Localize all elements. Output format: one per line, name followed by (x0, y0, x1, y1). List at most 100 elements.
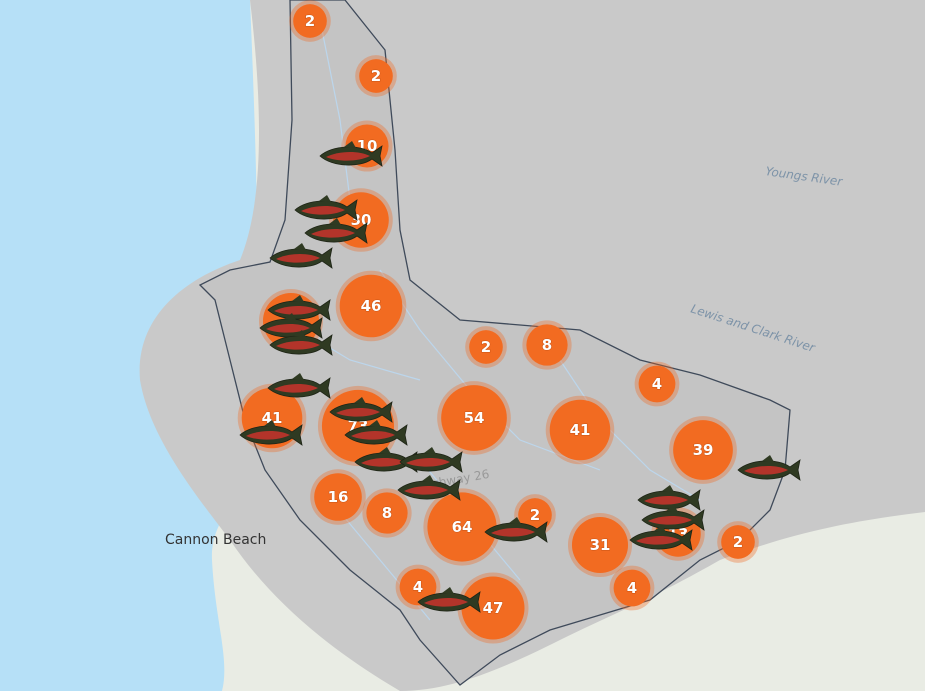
fish-side (276, 340, 320, 350)
cluster[interactable] (359, 59, 393, 93)
cluster-count: 2 (530, 506, 540, 524)
cluster-count: 2 (733, 533, 743, 551)
fish-side (636, 535, 680, 545)
cluster[interactable] (366, 492, 408, 534)
fish-fin (424, 447, 436, 454)
fish-icon (397, 475, 461, 501)
fish-side (424, 597, 468, 607)
cluster-count: 54 (464, 409, 485, 427)
fish-icon (259, 313, 323, 339)
fish-icon (267, 373, 331, 399)
fish-fin (662, 485, 674, 492)
fish-fin (422, 475, 434, 482)
fish-side (266, 323, 310, 333)
cluster-count: 4 (413, 578, 423, 596)
fish-icon (354, 447, 418, 473)
fish-fin (292, 373, 304, 380)
fish-icon (641, 505, 705, 531)
cluster-count: 41 (262, 409, 283, 427)
fish-fin (369, 420, 381, 427)
fish-icon (269, 243, 333, 269)
fish-fin (379, 447, 391, 454)
fish-fin (294, 243, 306, 250)
fish-icon (344, 420, 408, 446)
fish-side (336, 407, 380, 417)
fish-icon (629, 525, 693, 551)
cluster-count: 64 (452, 518, 473, 536)
fish-icon (239, 420, 303, 446)
cluster[interactable] (673, 420, 733, 480)
fish-icon (329, 397, 393, 423)
cluster-count: 16 (328, 488, 349, 506)
cluster[interactable] (518, 498, 552, 532)
fish-fin (284, 313, 296, 320)
cluster-count: 39 (693, 441, 714, 459)
fish-side (276, 253, 320, 263)
cluster[interactable] (549, 399, 611, 461)
cluster[interactable] (571, 516, 629, 574)
fish-fin (344, 141, 356, 148)
cluster[interactable] (526, 324, 568, 366)
cluster-count: 2 (305, 12, 315, 30)
fish-side (351, 430, 395, 440)
cluster-count: 4 (652, 375, 662, 393)
fish-side (404, 485, 448, 495)
fish-side (274, 383, 318, 393)
cluster[interactable] (293, 4, 327, 38)
fish-side (406, 457, 450, 467)
fish-side (311, 228, 355, 238)
cluster-count: 46 (361, 297, 382, 315)
fish-icon (269, 330, 333, 356)
cluster[interactable] (339, 274, 403, 338)
fish-side (491, 527, 535, 537)
fish-layer (239, 141, 801, 613)
fish-icon (737, 455, 801, 481)
fish-fin (292, 295, 304, 302)
fish-fin (442, 587, 454, 594)
cluster[interactable] (314, 473, 362, 521)
fish-icon (304, 218, 368, 244)
fish-icon (484, 517, 548, 543)
fish-fin (319, 195, 331, 202)
fish-side (326, 151, 370, 161)
place-label: Cannon Beach (165, 532, 266, 548)
fish-icon (417, 587, 481, 613)
cluster[interactable] (721, 525, 755, 559)
cluster-count: 2 (371, 67, 381, 85)
cluster-count: 4 (627, 579, 637, 597)
fish-fin (329, 218, 341, 225)
fish-fin (294, 330, 306, 337)
fish-side (648, 515, 692, 525)
fish-icon (319, 141, 383, 167)
cluster[interactable] (469, 330, 503, 364)
fish-icon (637, 485, 701, 511)
fish-fin (666, 505, 678, 512)
ocean (0, 0, 258, 691)
cluster-count: 31 (590, 536, 611, 554)
cluster-count: 2 (481, 338, 491, 356)
fish-side (361, 457, 405, 467)
fish-side (301, 205, 345, 215)
fish-fin (264, 420, 276, 427)
fish-side (274, 305, 318, 315)
clusters: 22103046312845441394173168264311324447 (237, 0, 759, 644)
fish-icon (267, 295, 331, 321)
fish-side (644, 495, 688, 505)
cluster-count: 41 (570, 421, 591, 439)
fish-icon (294, 195, 358, 221)
cluster-count: 47 (483, 599, 504, 617)
cluster[interactable] (461, 576, 525, 640)
fish-side (744, 465, 788, 475)
fish-fin (354, 397, 366, 404)
cluster-count: 8 (542, 336, 552, 354)
cluster-count: 8 (382, 504, 392, 522)
cluster[interactable] (638, 365, 676, 403)
fish-fin (509, 517, 521, 524)
fish-icon (399, 447, 463, 473)
fish-side (246, 430, 290, 440)
cluster[interactable] (613, 569, 651, 607)
cluster[interactable] (441, 385, 507, 451)
cluster[interactable] (427, 492, 497, 562)
fish-fin (762, 455, 774, 462)
